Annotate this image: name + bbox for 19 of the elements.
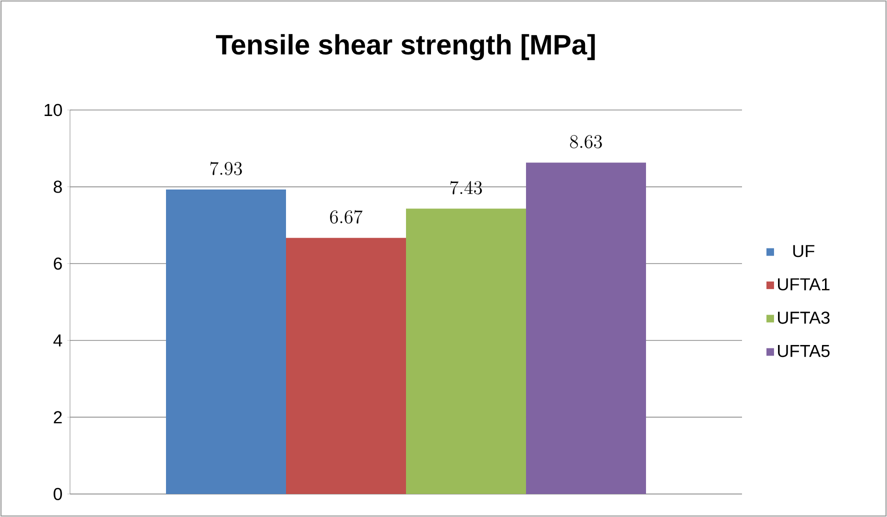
y-tick-label: 6 (54, 257, 62, 270)
y-tick-label: 10 (44, 104, 62, 116)
bar (526, 162, 646, 494)
data-label: 7.43 (450, 180, 482, 194)
legend-label: UF (793, 245, 814, 258)
bar (406, 208, 526, 494)
bar (286, 238, 406, 494)
data-label: 7.93 (210, 162, 242, 176)
y-tick-label: 8 (54, 180, 62, 193)
y-tick-label: 4 (53, 334, 62, 346)
bar (166, 189, 286, 494)
y-tick-label: 0 (54, 488, 62, 500)
chart-title: Tensile shear strength [MPa] (216, 34, 595, 60)
data-label: 8.63 (570, 135, 602, 148)
legend-label: UFTA5 (778, 345, 830, 358)
legend-label: UFTA1 (778, 278, 830, 290)
y-tick-label: 2 (54, 411, 62, 424)
legend-label: UFTA3 (778, 312, 830, 324)
data-label: 6.67 (330, 210, 362, 224)
